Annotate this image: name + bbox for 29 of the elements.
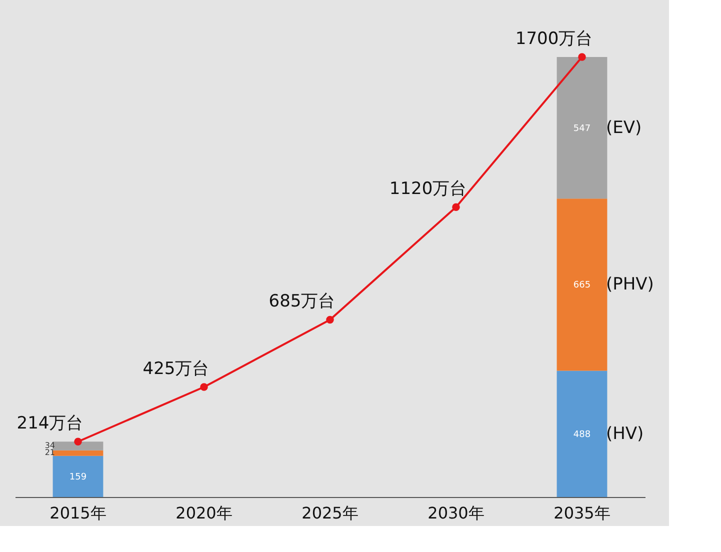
data-label: 1120万台	[389, 179, 467, 200]
point	[74, 438, 82, 446]
data-label: 214万台	[16, 414, 84, 434]
bar	[52, 442, 104, 450]
point	[200, 383, 208, 391]
data-label: 547	[573, 124, 591, 134]
data-label: 425万台	[142, 359, 210, 379]
x-tick-label: 2030年	[428, 504, 484, 522]
bar	[52, 456, 104, 497]
point	[326, 316, 334, 324]
bar	[556, 370, 608, 497]
point	[578, 53, 586, 61]
series-label: (EV)	[606, 118, 642, 138]
point	[452, 203, 460, 211]
data-label: 34	[44, 441, 55, 450]
x-tick-label: 2025年	[302, 504, 358, 522]
x-tick-label: 2015年	[50, 504, 106, 522]
data-label: 488	[573, 430, 591, 440]
x-tick-label: 2035年	[554, 504, 610, 522]
data-label: 1700万台	[515, 29, 593, 49]
bar	[52, 450, 104, 456]
data-label: 685万台	[268, 292, 336, 312]
series-label: (PHV)	[606, 274, 654, 295]
data-label: 665	[573, 280, 591, 291]
series-label: (HV)	[606, 424, 644, 444]
data-label: 159	[69, 472, 87, 482]
bar	[556, 57, 608, 199]
bar	[556, 198, 608, 371]
x-tick-label: 2020年	[176, 504, 232, 522]
